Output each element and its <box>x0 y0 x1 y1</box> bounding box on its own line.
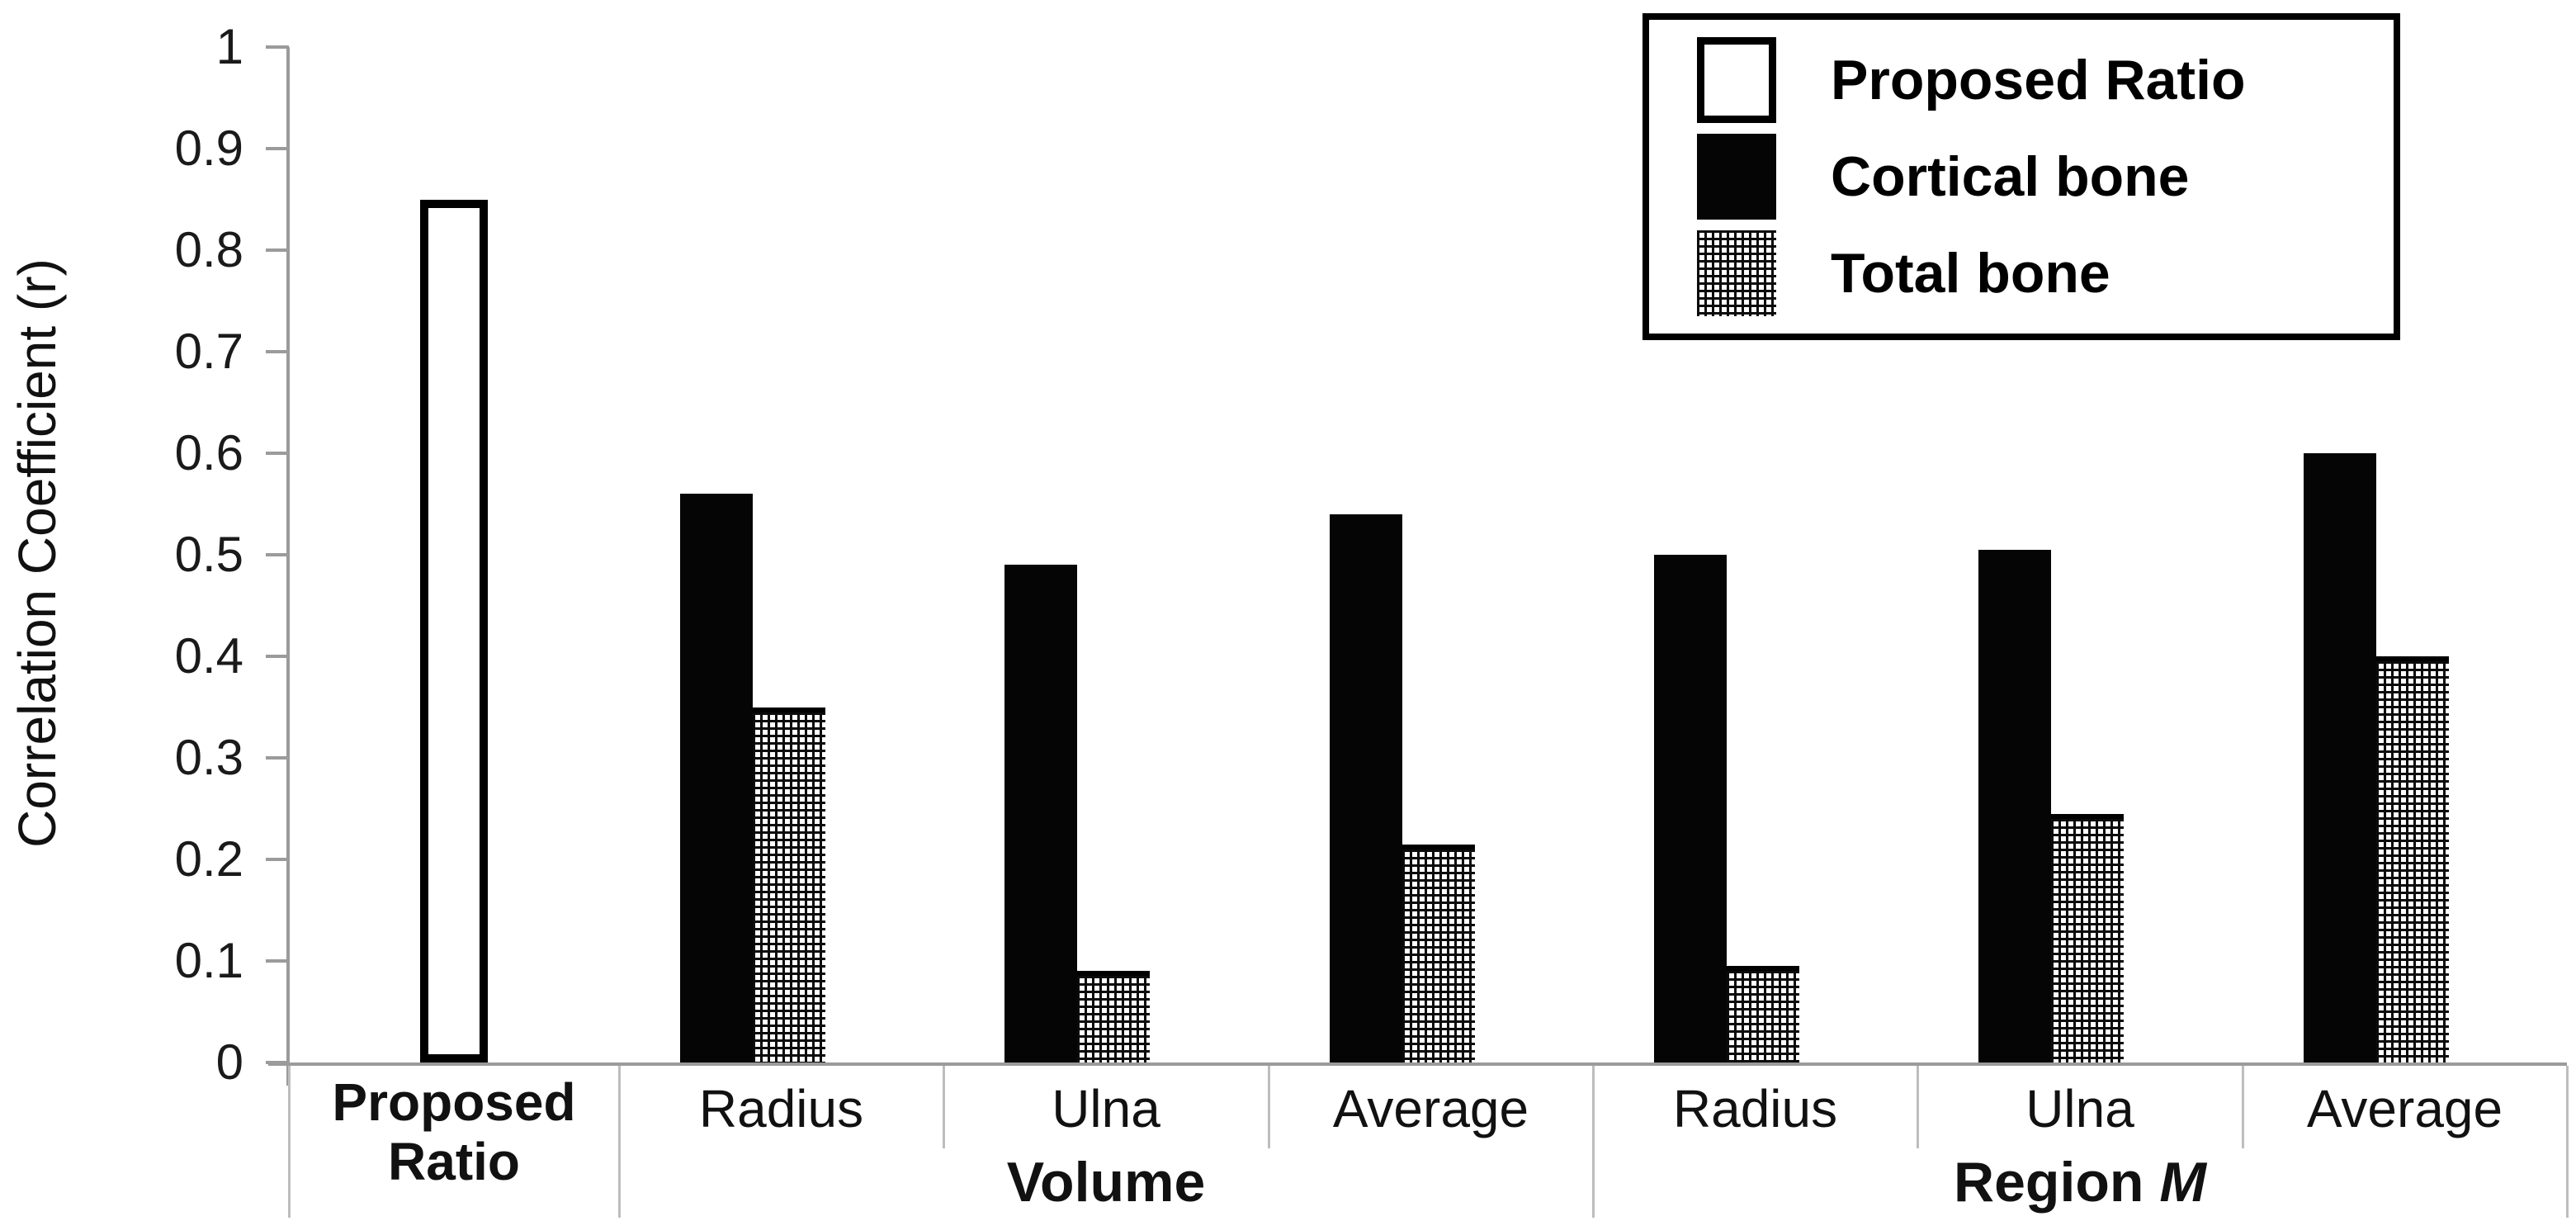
legend-label: Proposed Ratio <box>1831 48 2246 111</box>
bar-total-bone <box>2375 656 2449 1062</box>
y-tick-mark <box>266 959 289 963</box>
x-category-label: Average <box>2306 1079 2503 1138</box>
legend-box: Proposed Ratio Cortical bone Total bone <box>1642 13 2400 340</box>
label-separator-short <box>943 1066 945 1148</box>
y-tick-label: 0.2 <box>174 831 243 887</box>
y-tick-label: 0.1 <box>174 933 243 988</box>
y-tick-mark <box>266 452 289 455</box>
label-separator-short <box>1268 1066 1270 1148</box>
bar-cortical-bone <box>2303 453 2376 1062</box>
x-section-label: Region M <box>1954 1151 2206 1214</box>
y-tick-mark <box>266 45 289 49</box>
y-tick-label: 0.8 <box>174 222 243 277</box>
bar-total-bone <box>752 707 825 1062</box>
y-tick-label: 0.4 <box>174 628 243 684</box>
bar-total-bone <box>1401 844 1475 1062</box>
y-tick-label: 0.3 <box>174 730 243 785</box>
label-separator-tall <box>288 1066 291 1218</box>
y-tick-label: 0.6 <box>174 425 243 480</box>
label-separator-tall <box>2566 1066 2569 1218</box>
y-axis-title: Correlation Coefficient (r) <box>7 258 67 848</box>
label-separator-short <box>2242 1066 2244 1148</box>
y-tick-mark <box>266 655 289 658</box>
legend-label: Cortical bone <box>1831 144 2190 208</box>
y-tick-label: 0.7 <box>174 324 243 379</box>
x-category-label: Proposed Ratio <box>332 1072 576 1191</box>
bar-cortical-bone <box>1004 565 1077 1062</box>
bar-cortical-bone <box>1653 555 1727 1062</box>
y-tick-mark <box>266 553 289 556</box>
legend-swatch-cortical-bone-icon <box>1697 133 1776 220</box>
label-separator-short <box>1917 1066 1919 1148</box>
legend-swatch-total-bone-icon <box>1697 230 1776 317</box>
bar-cortical-bone <box>1329 513 1402 1062</box>
legend-item-cortical-bone: Cortical bone <box>1697 133 2394 220</box>
y-tick-mark <box>266 350 289 353</box>
x-category-label: Ulna <box>2025 1079 2134 1138</box>
x-section-label: Volume <box>1006 1151 1206 1214</box>
legend-item-total-bone: Total bone <box>1697 230 2394 317</box>
bar-total-bone <box>1726 966 1799 1062</box>
bar-cortical-bone <box>1978 549 2051 1062</box>
x-category-label: Average <box>1332 1079 1529 1138</box>
x-category-label: Radius <box>698 1079 864 1138</box>
bar-proposed-ratio <box>420 199 488 1062</box>
x-category-label: Ulna <box>1052 1079 1160 1138</box>
bar-total-bone <box>1077 971 1150 1062</box>
legend-swatch-proposed-ratio-icon <box>1697 36 1776 123</box>
label-separator-tall <box>1592 1066 1595 1218</box>
y-tick-mark <box>266 1061 289 1064</box>
y-tick-mark <box>266 147 289 150</box>
y-tick-label: 1 <box>215 19 243 74</box>
y-tick-label: 0 <box>215 1034 243 1090</box>
y-tick-label: 0.5 <box>174 527 243 582</box>
y-tick-mark <box>266 756 289 760</box>
bar-total-bone <box>2051 813 2124 1062</box>
legend-label: Total bone <box>1831 242 2110 305</box>
x-category-label: Radius <box>1672 1079 1838 1138</box>
y-axis-line <box>286 47 290 1086</box>
y-tick-mark <box>266 248 289 252</box>
y-tick-label: 0.9 <box>174 121 243 176</box>
y-tick-mark <box>266 858 289 861</box>
bar-cortical-bone <box>679 494 753 1062</box>
x-axis-line <box>268 1062 2567 1066</box>
label-separator-tall <box>618 1066 621 1218</box>
legend-item-proposed-ratio: Proposed Ratio <box>1697 36 2394 123</box>
